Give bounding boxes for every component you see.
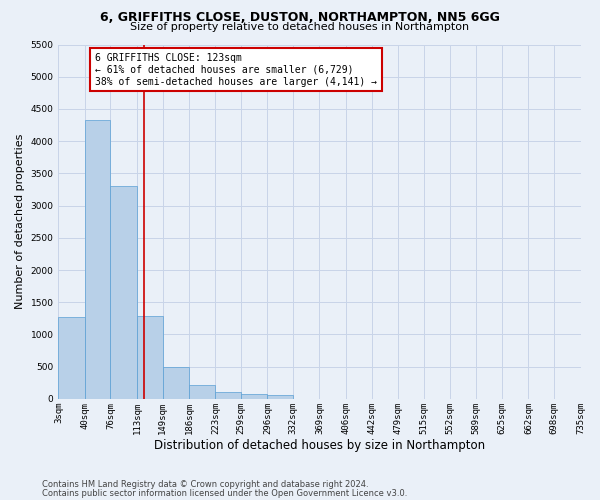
- Text: Size of property relative to detached houses in Northampton: Size of property relative to detached ho…: [130, 22, 470, 32]
- Y-axis label: Number of detached properties: Number of detached properties: [15, 134, 25, 310]
- Bar: [268, 396, 293, 399]
- Text: 6 GRIFFITHS CLOSE: 123sqm
← 61% of detached houses are smaller (6,729)
38% of se: 6 GRIFFITHS CLOSE: 123sqm ← 61% of detac…: [95, 54, 377, 86]
- Bar: [163, 368, 189, 399]
- Bar: [85, 120, 110, 399]
- Bar: [241, 394, 268, 399]
- Text: Contains public sector information licensed under the Open Government Licence v3: Contains public sector information licen…: [42, 488, 407, 498]
- Bar: [137, 316, 163, 399]
- X-axis label: Distribution of detached houses by size in Northampton: Distribution of detached houses by size …: [154, 440, 485, 452]
- Bar: [215, 392, 241, 399]
- Bar: [110, 186, 137, 399]
- Bar: [189, 384, 215, 399]
- Bar: [58, 317, 85, 399]
- Text: 6, GRIFFITHS CLOSE, DUSTON, NORTHAMPTON, NN5 6GG: 6, GRIFFITHS CLOSE, DUSTON, NORTHAMPTON,…: [100, 11, 500, 24]
- Text: Contains HM Land Registry data © Crown copyright and database right 2024.: Contains HM Land Registry data © Crown c…: [42, 480, 368, 489]
